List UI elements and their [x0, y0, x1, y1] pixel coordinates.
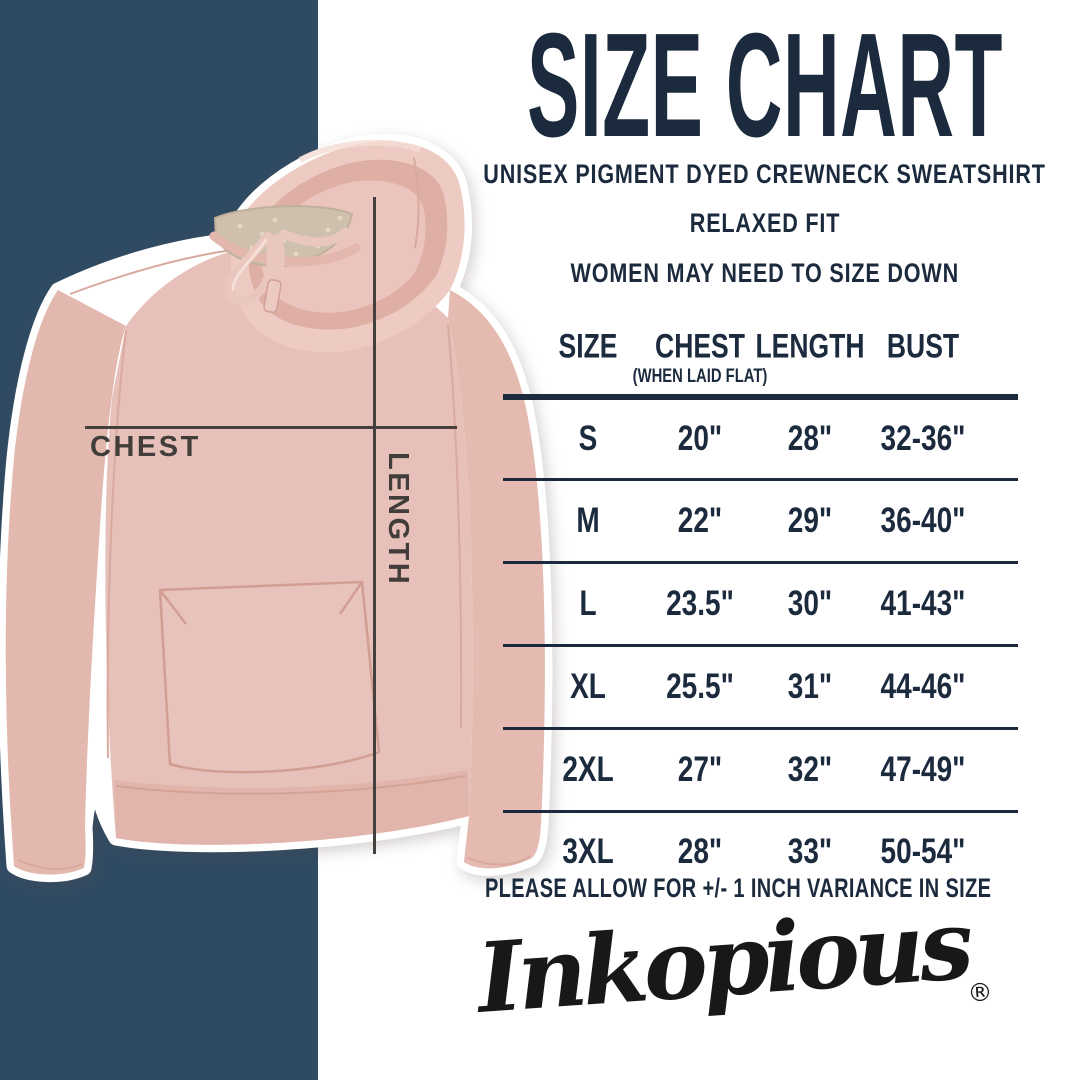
- cell-length: 31": [787, 667, 833, 706]
- cell-chest: 27": [677, 750, 723, 789]
- cell-chest: 23.5": [666, 584, 734, 623]
- cell-size: L: [579, 584, 597, 623]
- brand-logo: Inkopious®: [470, 888, 1060, 1035]
- cell-bust: 50-54": [880, 832, 966, 871]
- table-row: L 23.5" 30" 41-43": [503, 561, 1018, 644]
- brand-name: Inkopious: [473, 887, 972, 1035]
- cell-length: 32": [787, 750, 833, 789]
- cell-size: 2XL: [562, 750, 614, 789]
- col-header-size: SIZE: [558, 327, 618, 366]
- product-subtitle: UNISEX PIGMENT DYED CREWNECK SWEATSHIRT: [483, 159, 1047, 189]
- length-measure-line: [373, 197, 376, 854]
- cell-bust: 32-36": [880, 419, 966, 458]
- cell-bust: 41-43": [880, 584, 966, 623]
- page-title: SIZE CHART: [527, 3, 1003, 168]
- cell-size: XL: [570, 667, 606, 706]
- cell-size: 3XL: [562, 832, 614, 871]
- cell-length: 28": [787, 419, 833, 458]
- table-row: M 22" 29" 36-40": [503, 478, 1018, 561]
- table-row: 2XL 27" 32" 47-49": [503, 727, 1018, 810]
- col-header-length: LENGTH: [755, 327, 865, 366]
- header-rule: [503, 394, 1018, 400]
- chest-subnote: (WHEN LAID FLAT): [632, 366, 768, 387]
- cell-length: 29": [787, 501, 833, 540]
- cell-bust: 36-40": [880, 501, 966, 540]
- cell-size: M: [576, 501, 600, 540]
- col-header-chest: CHEST: [655, 327, 745, 366]
- table-body: S 20" 28" 32-36" M 22" 29" 36-40" L 23.5…: [503, 400, 1018, 891]
- variance-note: PLEASE ALLOW FOR +/- 1 INCH VARIANCE IN …: [484, 873, 992, 903]
- cell-bust: 47-49": [880, 750, 966, 789]
- cell-chest: 25.5": [666, 667, 734, 706]
- table-row: XL 25.5" 31" 44-46": [503, 644, 1018, 727]
- col-header-bust: BUST: [886, 327, 960, 366]
- cell-length: 30": [787, 584, 833, 623]
- table-row: 3XL 28" 33" 50-54": [503, 810, 1018, 891]
- table-header: SIZE CHEST LENGTH BUST (WHEN LAID FLAT): [503, 316, 1018, 394]
- sizing-note: WOMEN MAY NEED TO SIZE DOWN: [570, 258, 960, 288]
- cell-size: S: [578, 419, 598, 458]
- cell-bust: 44-46": [880, 667, 966, 706]
- table-row: S 20" 28" 32-36": [503, 400, 1018, 478]
- length-label: LENGTH: [382, 452, 414, 587]
- cell-length: 33": [787, 832, 833, 871]
- size-table: SIZE CHEST LENGTH BUST (WHEN LAID FLAT) …: [503, 316, 1018, 876]
- cell-chest: 28": [677, 832, 723, 871]
- registered-trademark-icon: ®: [966, 977, 994, 1008]
- cell-chest: 22": [677, 501, 723, 540]
- hoodie-photo: [0, 133, 553, 883]
- cell-chest: 20": [677, 419, 723, 458]
- chest-measure-line: [85, 426, 457, 429]
- fit-note: RELAXED FIT: [689, 208, 841, 238]
- drawstring-aglet: [263, 279, 282, 314]
- info-column: SIZE CHART UNISEX PIGMENT DYED CREWNECK …: [470, 0, 1060, 1080]
- chest-label: CHEST: [90, 431, 201, 463]
